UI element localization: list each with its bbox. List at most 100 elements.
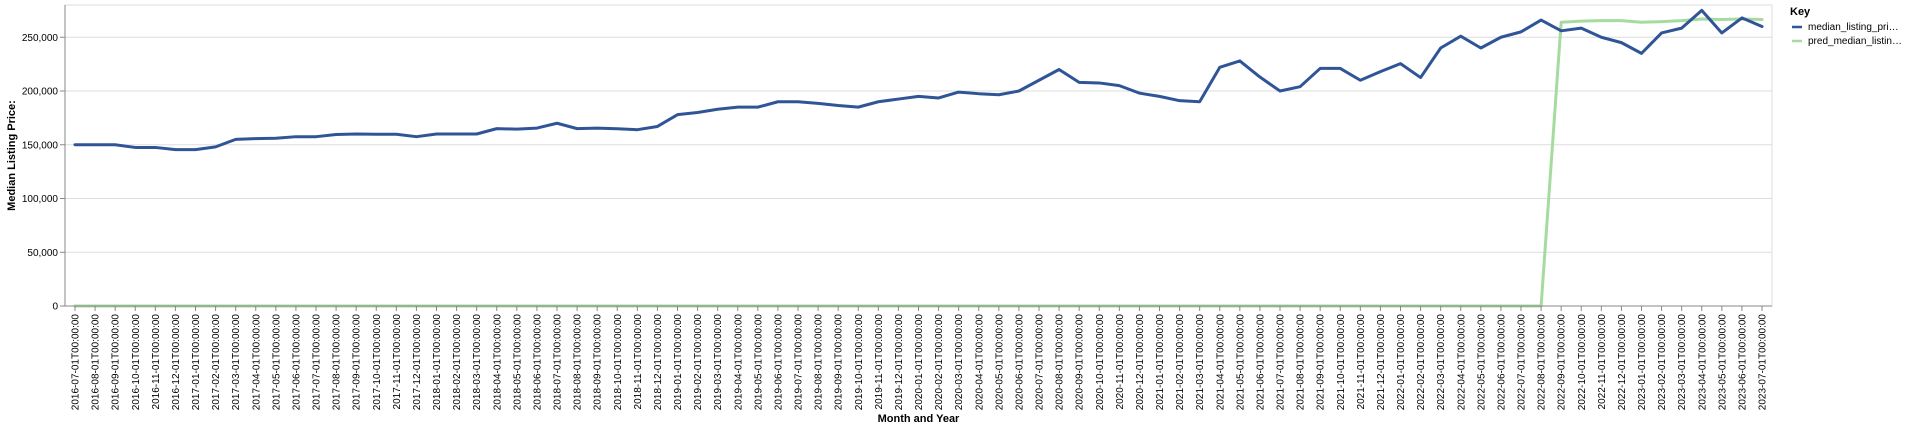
- axes: [64, 4, 1773, 307]
- x-tick-label: 2020-03-01T00:00:00: [954, 314, 965, 411]
- x-tick-label: 2018-07-01T00:00:00: [553, 314, 564, 411]
- x-tick-label: 2020-08-01T00:00:00: [1055, 314, 1066, 411]
- x-tick-label: 2022-04-01T00:00:00: [1456, 314, 1467, 411]
- x-tick-label: 2020-06-01T00:00:00: [1014, 314, 1025, 411]
- x-tick-label: 2022-08-01T00:00:00: [1537, 314, 1548, 411]
- legend: Key median_listing_pri… pred_median_listi…: [1790, 6, 1902, 47]
- x-tick-label: 2017-07-01T00:00:00: [312, 314, 323, 411]
- x-tick-label: 2017-05-01T00:00:00: [271, 314, 282, 411]
- x-tick-label: 2023-07-01T00:00:00: [1758, 314, 1769, 411]
- x-tick-label: 2021-12-01T00:00:00: [1376, 314, 1387, 411]
- x-tick-label: 2017-06-01T00:00:00: [291, 314, 302, 411]
- x-tick-label: 2017-12-01T00:00:00: [412, 314, 423, 411]
- x-tick-label: 2019-03-01T00:00:00: [713, 314, 724, 411]
- y-axis-ticks: 0 50,000 100,000 150,000 200,000 250,000: [22, 33, 65, 313]
- series-line-median-listing-price: [73, 8, 1764, 152]
- x-tick-label: 2023-02-01T00:00:00: [1657, 314, 1668, 411]
- x-tick-label: 2021-09-01T00:00:00: [1316, 314, 1327, 411]
- x-tick-label: 2019-04-01T00:00:00: [733, 314, 744, 411]
- x-tick-label: 2018-01-01T00:00:00: [432, 314, 443, 411]
- x-tick-label: 2019-12-01T00:00:00: [894, 314, 905, 411]
- x-tick-label: 2018-02-01T00:00:00: [452, 314, 463, 411]
- x-tick-label: 2021-01-01T00:00:00: [1155, 314, 1166, 411]
- x-tick-label: 2018-09-01T00:00:00: [593, 314, 604, 411]
- x-tick-label: 2019-11-01T00:00:00: [874, 314, 885, 410]
- x-tick-label: 2021-06-01T00:00:00: [1255, 314, 1266, 411]
- x-tick-label: 2020-04-01T00:00:00: [974, 314, 985, 411]
- x-tick-label: 2017-10-01T00:00:00: [372, 314, 383, 411]
- y-tick-label: 200,000: [22, 87, 59, 98]
- x-axis-ticks: 2016-07-01T00:00:00 2016-08-01T00:00:00 20…: [71, 306, 1769, 410]
- x-tick-label: 2020-09-01T00:00:00: [1075, 314, 1086, 411]
- x-tick-label: 2021-10-01T00:00:00: [1336, 314, 1347, 411]
- x-tick-label: 2016-07-01T00:00:00: [71, 314, 82, 411]
- x-tick-label: 2018-05-01T00:00:00: [512, 314, 523, 411]
- gridlines: [65, 36, 1772, 307]
- x-tick-label: 2018-08-01T00:00:00: [573, 314, 584, 411]
- series-line-pred-median-listing-price: [73, 17, 1764, 308]
- x-tick-label: 2018-10-01T00:00:00: [613, 314, 624, 411]
- x-tick-label: 2018-11-01T00:00:00: [633, 314, 644, 410]
- plot-frame: [64, 4, 1773, 307]
- x-tick-label: 2016-08-01T00:00:00: [91, 314, 102, 411]
- x-tick-label: 2017-03-01T00:00:00: [231, 314, 242, 411]
- x-tick-label: 2017-11-01T00:00:00: [392, 314, 403, 410]
- x-tick-label: 2019-10-01T00:00:00: [854, 314, 865, 411]
- x-tick-label: 2023-03-01T00:00:00: [1677, 314, 1688, 411]
- legend-items: median_listing_pri… pred_median_listin…: [1792, 22, 1902, 47]
- x-tick-label: 2022-01-01T00:00:00: [1396, 314, 1407, 411]
- x-tick-label: 2018-12-01T00:00:00: [653, 314, 664, 411]
- x-tick-label: 2020-12-01T00:00:00: [1135, 314, 1146, 411]
- x-tick-label: 2022-12-01T00:00:00: [1617, 314, 1628, 411]
- x-tick-label: 2022-10-01T00:00:00: [1577, 314, 1588, 411]
- y-tick-label: 0: [52, 302, 58, 313]
- x-tick-label: 2022-07-01T00:00:00: [1517, 314, 1528, 411]
- x-tick-label: 2018-03-01T00:00:00: [472, 314, 483, 411]
- x-tick-label: 2019-08-01T00:00:00: [814, 314, 825, 411]
- x-tick-label: 2017-04-01T00:00:00: [251, 314, 262, 411]
- x-tick-label: 2016-10-01T00:00:00: [131, 314, 142, 411]
- x-tick-label: 2021-08-01T00:00:00: [1296, 314, 1307, 411]
- y-tick-label: 150,000: [22, 140, 59, 151]
- x-tick-label: 2019-01-01T00:00:00: [673, 314, 684, 411]
- x-tick-label: 2019-05-01T00:00:00: [753, 314, 764, 411]
- x-tick-label: 2023-04-01T00:00:00: [1697, 314, 1708, 411]
- legend-label: pred_median_listin…: [1808, 36, 1902, 47]
- x-tick-label: 2021-03-01T00:00:00: [1195, 314, 1206, 411]
- x-tick-label: 2017-09-01T00:00:00: [352, 314, 363, 411]
- x-tick-label: 2016-09-01T00:00:00: [111, 314, 122, 411]
- series-lines: [73, 8, 1764, 308]
- x-tick-label: 2020-01-01T00:00:00: [914, 314, 925, 411]
- x-tick-label: 2020-02-01T00:00:00: [934, 314, 945, 411]
- x-tick-label: 2022-09-01T00:00:00: [1557, 314, 1568, 411]
- x-tick-label: 2023-01-01T00:00:00: [1637, 314, 1648, 411]
- x-tick-label: 2020-07-01T00:00:00: [1035, 314, 1046, 411]
- x-tick-label: 2022-11-01T00:00:00: [1597, 314, 1608, 410]
- x-tick-label: 2020-11-01T00:00:00: [1115, 314, 1126, 410]
- y-axis-title: Median Listing Price:: [6, 100, 18, 211]
- x-tick-label: 2022-05-01T00:00:00: [1476, 314, 1487, 411]
- x-tick-label: 2016-12-01T00:00:00: [171, 314, 182, 411]
- x-tick-label: 2019-06-01T00:00:00: [773, 314, 784, 411]
- x-tick-label: 2020-10-01T00:00:00: [1095, 314, 1106, 411]
- x-tick-label: 2017-02-01T00:00:00: [211, 314, 222, 411]
- x-tick-label: 2021-05-01T00:00:00: [1235, 314, 1246, 411]
- x-tick-label: 2018-04-01T00:00:00: [492, 314, 503, 411]
- legend-label: median_listing_pri…: [1808, 22, 1899, 33]
- x-tick-label: 2023-05-01T00:00:00: [1717, 314, 1728, 411]
- x-tick-label: 2022-06-01T00:00:00: [1496, 314, 1507, 411]
- x-tick-label: 2023-06-01T00:00:00: [1737, 314, 1748, 411]
- x-tick-label: 2021-07-01T00:00:00: [1276, 314, 1287, 411]
- x-tick-label: 2022-03-01T00:00:00: [1436, 314, 1447, 411]
- x-tick-label: 2019-02-01T00:00:00: [693, 314, 704, 411]
- x-tick-label: 2019-09-01T00:00:00: [834, 314, 845, 411]
- x-tick-label: 2021-11-01T00:00:00: [1356, 314, 1367, 410]
- x-tick-label: 2017-01-01T00:00:00: [191, 314, 202, 411]
- y-tick-label: 100,000: [22, 194, 59, 205]
- x-tick-label: 2018-06-01T00:00:00: [532, 314, 543, 411]
- x-tick-label: 2020-05-01T00:00:00: [994, 314, 1005, 411]
- x-axis-title: Month and Year: [878, 413, 960, 425]
- x-tick-label: 2021-02-01T00:00:00: [1175, 314, 1186, 411]
- x-tick-label: 2016-11-01T00:00:00: [151, 314, 162, 410]
